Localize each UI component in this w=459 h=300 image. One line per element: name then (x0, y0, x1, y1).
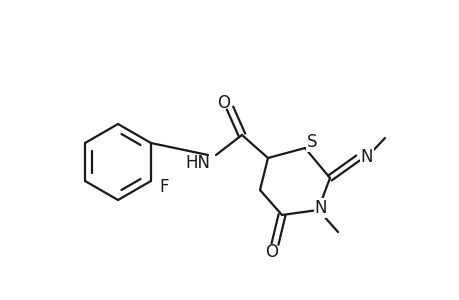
Text: S: S (306, 133, 317, 151)
Text: O: O (217, 94, 230, 112)
Text: N: N (360, 148, 372, 166)
Text: O: O (265, 243, 278, 261)
Text: F: F (158, 178, 168, 196)
Text: N: N (314, 199, 326, 217)
Text: HN: HN (185, 154, 210, 172)
